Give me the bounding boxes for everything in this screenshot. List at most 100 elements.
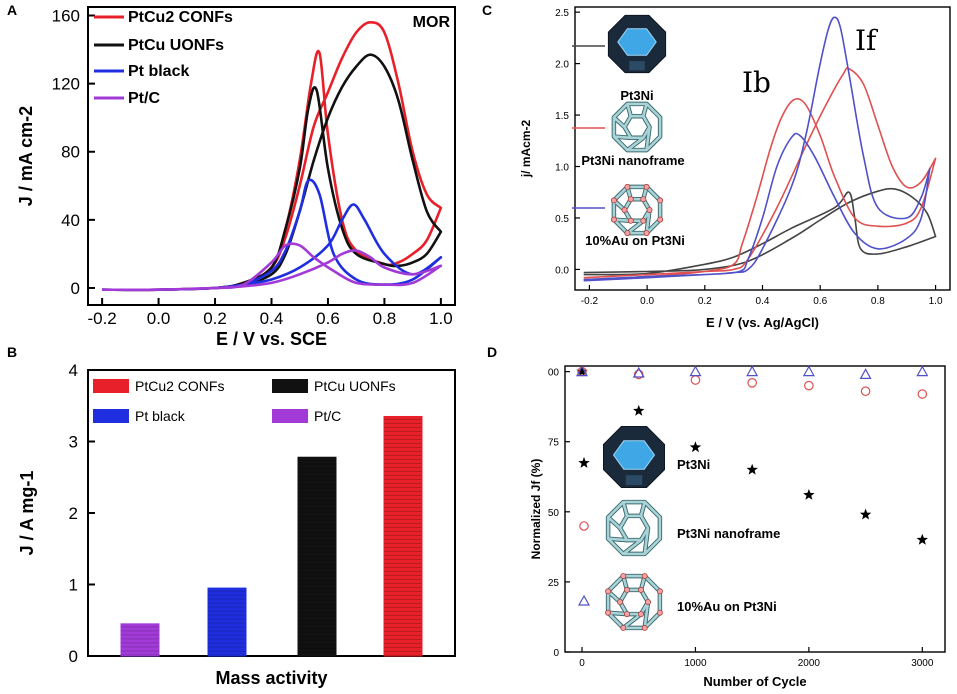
frame-strut-highlight	[626, 136, 645, 152]
frame-outer-highlight	[606, 500, 662, 556]
panel-c-x-tick-label: 1.0	[929, 296, 943, 307]
panel-d-x-tick-label: 1000	[684, 658, 707, 669]
panel-a-y-label: J / mA cm-2	[16, 106, 36, 206]
panel-d-x-label: Number of Cycle	[703, 674, 806, 689]
au-dot	[610, 197, 617, 204]
panel-b-legend-swatch	[272, 409, 308, 423]
au-dot	[605, 588, 612, 595]
au-dot	[627, 196, 634, 203]
solid-facet	[612, 440, 656, 470]
au-dot	[640, 196, 647, 203]
panel-c-x-tick-label: 0.2	[698, 296, 712, 307]
au-dot	[620, 624, 627, 631]
panel-c-y-tick-label: 1.0	[555, 163, 569, 174]
panel-d-x-tick-label: 3000	[911, 658, 934, 669]
au-dot	[638, 586, 645, 593]
panel-d-nanoframe-icon	[605, 499, 663, 557]
panel-d-circle-marker	[860, 386, 871, 397]
panel-d-star-marker	[803, 489, 815, 500]
panel-a-y-tick-label: 40	[61, 211, 80, 230]
panel-a-legend-label: PtCu UONFs	[128, 37, 224, 54]
panel-a-legend-label: Pt black	[128, 63, 189, 80]
panel-a-x-tick-label: 0.4	[260, 309, 284, 328]
au-dot	[641, 624, 648, 631]
panel-a-x-tick-label: 1.0	[429, 309, 453, 328]
au-dot	[605, 609, 612, 616]
panel-b-legend-swatch	[93, 409, 129, 423]
panel-d-circle-marker	[804, 380, 814, 391]
au-dot	[638, 611, 645, 618]
panel-d-triangle-marker	[746, 365, 759, 377]
panel-c-au-nanoframe-icon	[610, 183, 664, 237]
panel-b-y-tick-label: 4	[69, 361, 78, 380]
panel-b-legend-swatch	[272, 379, 308, 393]
frame-strut-highlight	[622, 501, 629, 517]
panel-d-star-marker	[859, 508, 872, 520]
au-dot	[624, 183, 631, 190]
panel-b-legend-label: PtCu2 CONFs	[135, 378, 224, 394]
panel-a-series-line	[102, 178, 443, 292]
au-dot	[646, 206, 653, 213]
frame-strut-highlight	[607, 516, 621, 529]
au-dot	[656, 588, 663, 595]
frame-inner-highlight	[618, 588, 650, 616]
au-dot	[624, 230, 631, 237]
panel-d-legend-label: Pt3Ni	[677, 457, 710, 472]
panel-letter-a: A	[7, 2, 17, 18]
au-dot	[656, 609, 663, 616]
frame-strut-highlight	[613, 135, 631, 140]
panel-d-star-marker	[633, 404, 645, 416]
panel-b-bar	[120, 623, 160, 657]
panel-a-x-tick-label: -0.2	[87, 309, 116, 328]
frame-inner-highlight	[623, 197, 651, 223]
frame-strut-highlight	[641, 103, 648, 117]
panel-d-y-tick-label: 00	[548, 368, 560, 379]
au-dot	[624, 586, 631, 593]
panel-d-au-nanoframe-icon	[605, 573, 663, 631]
frame-outer-highlight	[612, 102, 662, 152]
panel-c-legend-label: Pt3Ni nanoframe	[581, 153, 684, 168]
panel-b-y-tick-label: 2	[69, 504, 78, 523]
panel-a-x-tick-label: 0.8	[373, 309, 397, 328]
au-dot	[620, 573, 627, 580]
frame-strut-highlight	[622, 539, 642, 555]
panel-b-y-tick-label: 0	[69, 647, 78, 666]
au-dot	[643, 230, 650, 237]
au-dot	[641, 573, 648, 580]
panel-d-triangle-marker	[632, 366, 645, 378]
frame-strut-highlight	[608, 537, 628, 542]
panel-a-y-tick-label: 0	[71, 279, 80, 298]
panel-c-x-tick-label: 0.8	[871, 296, 885, 307]
frame-strut-highlight	[613, 116, 626, 128]
au-dot	[610, 216, 617, 223]
panel-d-y-tick-label: 75	[548, 438, 560, 449]
panel-a-legend-label: Pt/C	[128, 90, 160, 107]
panel-b-bar	[383, 415, 423, 657]
panel-c-y-tick-label: 0.5	[555, 214, 569, 225]
panel-b-y-tick-label: 1	[69, 576, 78, 595]
panel-d-pt3ni-solid-icon	[603, 426, 665, 488]
panel-d-x-tick-label: 2000	[798, 658, 821, 669]
panel-a-legend-label: PtCu2 CONFs	[128, 9, 233, 26]
panel-d-legend-marker	[578, 457, 590, 468]
panel-c-peak-label-if: If	[855, 24, 879, 57]
au-dot	[627, 217, 634, 224]
frame-strut-highlight	[608, 611, 628, 616]
panel-d-legend-label: 10%Au on Pt3Ni	[677, 599, 777, 614]
frame-strut-highlight	[643, 601, 650, 629]
panel-c-legend-label: 10%Au on Pt3Ni	[585, 233, 685, 248]
frame-inner-highlight	[618, 514, 650, 542]
panel-d-star-marker	[576, 365, 588, 377]
au-dot	[640, 217, 647, 224]
panel-d-circle-marker	[690, 375, 701, 385]
solid-facet-bottom	[629, 61, 645, 71]
panel-d-star-marker	[916, 533, 928, 545]
panel-c-x-tick-label: -0.2	[581, 296, 599, 307]
panel-c-y-tick-label: 0.0	[555, 265, 569, 276]
panel-a-x-label: E / V vs. SCE	[216, 329, 327, 349]
panel-a-annotation: MOR	[413, 14, 451, 31]
panel-c-x-label: E / V (vs. Ag/AgCl)	[706, 315, 819, 330]
panel-d-circle-marker	[747, 378, 757, 388]
panel-d-triangle-marker	[575, 365, 589, 377]
